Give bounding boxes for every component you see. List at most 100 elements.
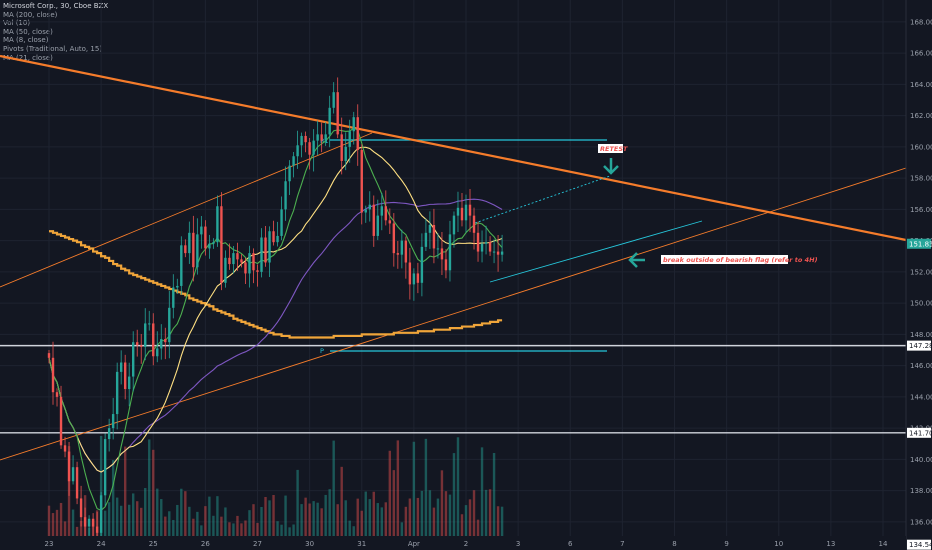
volume-bar [404,506,408,536]
candle-body [316,134,319,141]
volume-bar [300,504,303,536]
volume-bar [224,507,227,536]
volume-bar [184,491,187,536]
x-tick-label: 24 [97,540,106,548]
volume-bar [284,495,287,536]
volume-bar [156,488,159,536]
y-tick-label: 152.00 [910,268,932,276]
volume-bar [396,440,400,536]
volume-bar [356,498,359,536]
price-badge [907,539,931,550]
flag-channel-upper[interactable] [474,175,611,224]
candle-body [132,342,135,377]
volume-bar [344,500,347,536]
candle-body [300,135,303,146]
volume-bar [468,499,472,536]
volume-bar [180,488,183,536]
candle-body [83,517,87,527]
candle-body [127,376,131,390]
volume-bar [412,441,416,536]
volume-bar [115,497,119,536]
candle-body [288,165,291,182]
volume-bar [212,515,215,536]
volume-bar [316,502,319,536]
candle-body [115,371,119,415]
volume-bar [416,497,420,536]
volume-bar [220,516,223,536]
x-tick-label: 3 [516,540,520,548]
candle-body [244,262,247,274]
legend-indicator[interactable]: Vol (10) [3,19,31,28]
candle-body [392,223,396,254]
candle-body [216,206,219,243]
candle-body [396,253,400,255]
candle-body [488,242,492,252]
y-tick-label: 156.00 [910,206,932,214]
uptrend-line-lower[interactable] [0,167,907,461]
candle-body [492,251,496,253]
candle-body [63,445,67,452]
volume-bar [47,505,51,536]
candle-body [284,181,287,210]
y-tick-label: 146.00 [910,362,932,370]
volume-bar [111,460,115,536]
candle-body [424,232,428,247]
candle-body [332,92,335,108]
legend-indicator[interactable]: Pivots (Traditional, Auto, 15) [3,44,103,53]
volume-bar [500,506,504,536]
candle-body [496,251,500,255]
candle-body [484,242,488,244]
x-tick-label: 23 [45,540,54,548]
candle-body [208,243,211,249]
price-badge-label: 151.83 [909,240,932,248]
legend-indicator[interactable]: MA (21, close) [3,53,53,62]
candle-body [71,467,75,482]
volume-bar [144,488,147,536]
y-tick-label: 158.00 [910,175,932,183]
candle-body [388,220,392,224]
legend-indicator[interactable]: MA (200, close) [3,10,58,19]
flag-channel-lower[interactable] [489,220,703,283]
volume-bar [424,438,428,536]
chart-legend: Microsoft Corp., 30, Cboe BZX MA (200, c… [3,2,108,62]
x-tick-label: 25 [149,540,158,548]
legend-indicator[interactable]: MA (8, close) [3,36,49,45]
legend-indicator[interactable]: MA (50, close) [3,27,53,36]
price-badge [907,238,931,249]
volume-bar [472,490,476,536]
candle-body [376,215,379,236]
candle-body [408,262,412,285]
volume-bar [140,507,143,536]
volume-bar [428,490,432,536]
volume-bar [432,507,436,536]
candle-body [280,209,283,236]
pivot-lines: R1 P [320,137,607,355]
candle-body [55,392,59,397]
volume-bar [348,520,351,536]
candle-body [144,323,147,347]
volume-bar [400,522,404,536]
price-axis-bg [906,0,932,550]
y-tick-label: 168.00 [910,18,932,26]
candle-body [340,134,343,161]
candle-body [444,259,448,271]
candle-body [348,131,351,147]
downtrend-line[interactable] [0,54,907,242]
pivot-p-label: P [320,347,324,355]
volume-bar [360,510,363,536]
volume-bar [328,489,331,536]
volume-bar [192,518,195,536]
x-tick-label: 6 [568,540,573,548]
candle-body [272,231,275,243]
volume-bar [107,502,111,536]
volume-bar [436,498,440,536]
break-label-bg [661,255,788,264]
volume-bar [63,521,67,536]
candle-body [320,134,323,141]
volume-bar [288,527,291,536]
volume-bar [272,494,275,536]
volume-bar [244,520,247,536]
legend-symbol[interactable]: Microsoft Corp., 30, Cboe BZX [3,2,109,10]
